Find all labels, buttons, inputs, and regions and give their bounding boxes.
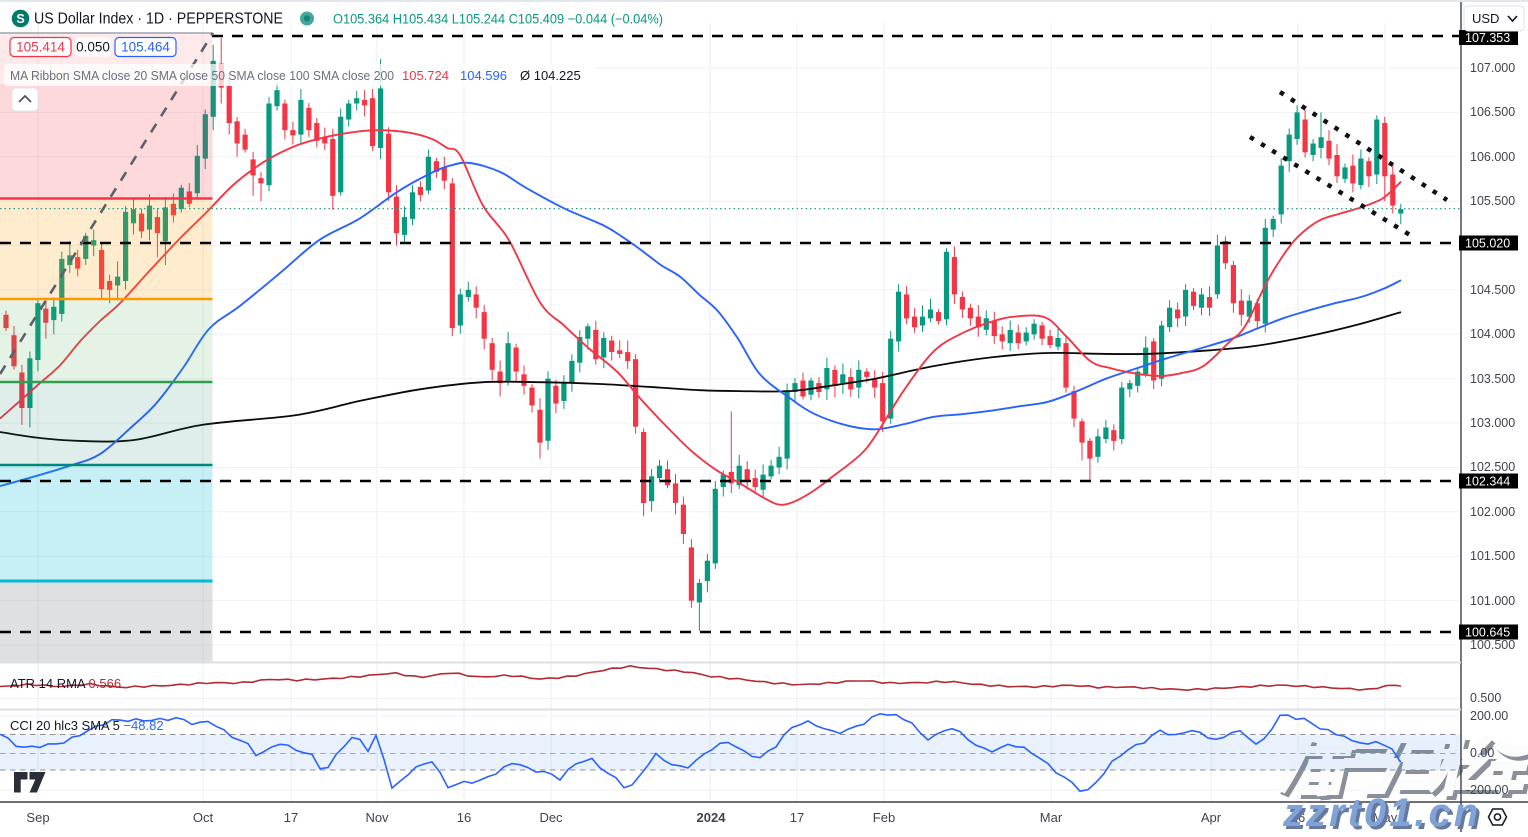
svg-text:CCI 20 hlc3 SMA 5 −48.82: CCI 20 hlc3 SMA 5 −48.82: [10, 718, 164, 733]
svg-text:17: 17: [284, 810, 298, 825]
svg-text:Apr: Apr: [1201, 810, 1222, 825]
svg-text:16: 16: [1291, 810, 1305, 825]
svg-text:Dec: Dec: [539, 810, 563, 825]
svg-text:107.000: 107.000: [1470, 61, 1515, 75]
svg-text:105.020: 105.020: [1465, 237, 1510, 251]
svg-text:MA Ribbon SMA close 20 SMA clo: MA Ribbon SMA close 20 SMA close 50 SMA …: [10, 68, 394, 83]
svg-text:Oct: Oct: [193, 810, 214, 825]
svg-text:105.414: 105.414: [16, 40, 65, 55]
svg-text:ATR 14 RMA 0.566: ATR 14 RMA 0.566: [10, 676, 121, 691]
svg-text:Feb: Feb: [873, 810, 895, 825]
svg-text:16: 16: [457, 810, 471, 825]
svg-text:101.500: 101.500: [1470, 549, 1515, 563]
svg-text:100.500: 100.500: [1470, 638, 1515, 652]
svg-text:-200.00: -200.00: [1466, 783, 1508, 797]
svg-text:105.464: 105.464: [121, 40, 170, 55]
svg-text:102.344: 102.344: [1465, 475, 1510, 489]
svg-text:2024: 2024: [697, 810, 727, 825]
svg-text:106.500: 106.500: [1470, 105, 1515, 119]
svg-text:200.00: 200.00: [1470, 709, 1508, 723]
svg-text:106.000: 106.000: [1470, 150, 1515, 164]
svg-text:O105.364 H105.434 L105.244: O105.364 H105.434 L105.244 C105.409 −0.0…: [333, 12, 663, 27]
svg-text:107.353: 107.353: [1465, 31, 1510, 45]
svg-text:Sep: Sep: [26, 810, 49, 825]
svg-text:USD: USD: [1472, 11, 1499, 26]
svg-text:zzrt01.cn: zzrt01.cn: [1282, 791, 1481, 832]
svg-text:zzrt01.cn: zzrt01.cn: [1285, 794, 1484, 832]
svg-text:105.724: 105.724: [402, 68, 449, 83]
svg-text:104.000: 104.000: [1470, 327, 1515, 341]
svg-text:May: May: [1373, 810, 1398, 825]
svg-text:0.00: 0.00: [1470, 746, 1494, 760]
svg-text:100.645: 100.645: [1465, 626, 1510, 640]
svg-text:103.000: 103.000: [1470, 416, 1515, 430]
svg-text:0.500: 0.500: [1470, 691, 1501, 705]
svg-text:Mar: Mar: [1040, 810, 1063, 825]
svg-text:104.500: 104.500: [1470, 283, 1515, 297]
svg-text:S: S: [16, 12, 24, 26]
svg-text:105.500: 105.500: [1470, 194, 1515, 208]
svg-text:101.000: 101.000: [1470, 594, 1515, 608]
svg-text:US Dollar Index · 1D · PEPPERS: US Dollar Index · 1D · PEPPERSTONE: [34, 11, 283, 28]
svg-text:102.000: 102.000: [1470, 505, 1515, 519]
svg-text:Ø 104.225: Ø 104.225: [520, 68, 581, 83]
svg-text:17: 17: [790, 810, 804, 825]
svg-text:103.500: 103.500: [1470, 372, 1515, 386]
svg-text:0.050: 0.050: [76, 40, 110, 55]
svg-text:102.500: 102.500: [1470, 460, 1515, 474]
svg-text:104.596: 104.596: [460, 68, 507, 83]
svg-text:Nov: Nov: [365, 810, 389, 825]
